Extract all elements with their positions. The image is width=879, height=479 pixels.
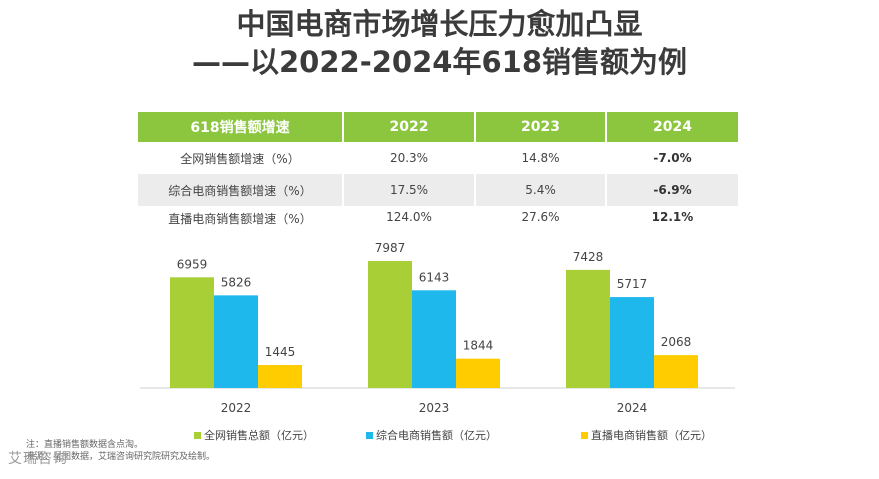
data-label: 6143 <box>419 270 450 284</box>
data-label: 7428 <box>573 250 604 264</box>
data-label: 1844 <box>463 339 494 353</box>
table-cell: 12.1% <box>651 210 694 224</box>
table-cell: 27.6% <box>475 206 607 238</box>
page-title: 中国电商市场增长压力愈加凸显 <box>236 7 643 41</box>
bar <box>654 355 698 388</box>
bar <box>610 297 654 388</box>
watermark-logo: 艾瑞咨询 <box>8 451 68 467</box>
table-cell: 124.0% <box>343 206 476 238</box>
table-header-cell: 2022 <box>343 112 476 142</box>
table-cell: -6.9% <box>606 174 738 206</box>
data-label: 5826 <box>221 275 252 289</box>
x-tick-label: 2022 <box>221 401 252 415</box>
footnote: 注：直播销售额数据含点淘。 <box>26 440 144 450</box>
table-cell: -7.0% <box>653 151 692 165</box>
table-cell: 14.8% <box>475 142 607 174</box>
table-header-cell: 2023 <box>475 112 607 142</box>
data-label: 5717 <box>617 277 648 291</box>
legend-swatch <box>581 432 588 439</box>
legend-label: 直播电商销售额（亿元） <box>591 428 712 442</box>
bar <box>412 290 456 388</box>
table-cell: 17.5% <box>343 174 476 206</box>
row-label: 全网销售额增速（%） <box>138 142 344 174</box>
bar <box>258 365 302 388</box>
table-row: 直播电商销售额增速（%） 124.0% 27.6% 12.1% <box>138 206 738 238</box>
source-note: 来源：星图数据，艾瑞咨询研究院研究及绘制。 <box>26 452 216 462</box>
page-subtitle: ——以2022-2024年618销售额为例 <box>192 45 687 79</box>
x-tick-label: 2023 <box>419 401 450 415</box>
row-label: 直播电商销售额增速（%） <box>138 206 344 238</box>
table-row: 全网销售额增速（%） 20.3% 14.8% -7.0% <box>138 142 738 174</box>
x-tick-label: 2024 <box>617 401 648 415</box>
data-label: 6959 <box>177 257 208 271</box>
bar <box>368 260 412 388</box>
table-header-cell: 2024 <box>606 112 738 142</box>
legend-label: 全网销售总额（亿元） <box>204 428 314 442</box>
growth-table: 618销售额增速 2022 2023 2024 全网销售额增速（%） 20.3%… <box>138 112 738 238</box>
bar <box>566 269 610 388</box>
legend-label: 综合电商销售额（亿元） <box>376 428 497 442</box>
table-cell: 20.3% <box>343 142 476 174</box>
table-cell: 5.4% <box>475 174 607 206</box>
table-header-cell: 618销售额增速 <box>138 112 344 142</box>
bar <box>170 277 214 388</box>
legend-swatch <box>366 432 373 439</box>
data-label: 7987 <box>375 241 406 255</box>
row-label: 综合电商销售额增速（%） <box>138 174 344 206</box>
table-row: 综合电商销售额增速（%） 17.5% 5.4% -6.9% <box>138 174 738 206</box>
bar <box>456 358 500 388</box>
data-label: 1445 <box>265 345 296 359</box>
bar <box>214 295 258 388</box>
legend-swatch <box>194 432 201 439</box>
table-header-row: 618销售额增速 2022 2023 2024 <box>138 112 738 142</box>
data-label: 2068 <box>661 335 692 349</box>
